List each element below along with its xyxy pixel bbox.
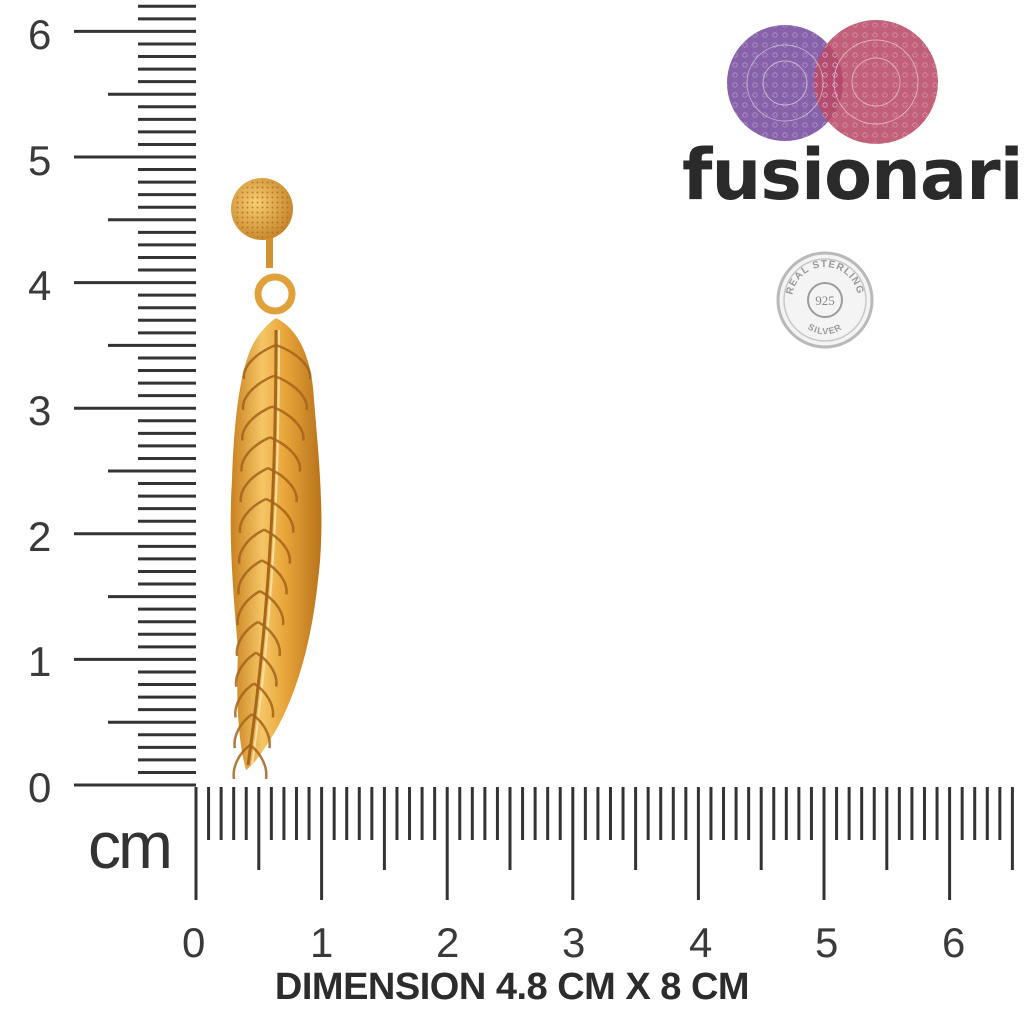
- vertical-tick-label: 4: [28, 262, 52, 309]
- feather-barb: [232, 743, 251, 780]
- horizontal-tick-label: 5: [815, 919, 839, 966]
- feather-barb: [237, 559, 263, 595]
- svg-text:SILVER: SILVER: [806, 322, 844, 337]
- feather-barb: [241, 405, 273, 441]
- feather-barb: [273, 374, 308, 410]
- horizontal-tick-label: 2: [436, 919, 460, 966]
- horizontal-tick-label: 4: [689, 919, 713, 966]
- feather-barb: [241, 374, 275, 410]
- feather-barb: [234, 682, 255, 718]
- feather-barb: [240, 436, 271, 472]
- feather-barb: [239, 466, 269, 503]
- vertical-tick-label: 1: [28, 638, 52, 685]
- feather-barb: [275, 343, 312, 380]
- badge-center-text: 925: [815, 293, 835, 308]
- feather-barb: [233, 713, 253, 749]
- feather-barb: [261, 559, 288, 595]
- vertical-tick-label: 2: [28, 513, 52, 560]
- feather-barb: [269, 436, 302, 472]
- feather-barb: [242, 343, 277, 380]
- horizontal-tick-label: 1: [310, 919, 334, 966]
- feather-barb: [259, 590, 285, 626]
- feather-barb: [271, 405, 305, 441]
- vertical-tick-label: 5: [28, 137, 52, 184]
- feather-barb: [236, 590, 261, 626]
- feather-barb: [237, 528, 265, 564]
- feather-barb: [253, 682, 275, 718]
- feather-barb: [238, 497, 267, 534]
- horizontal-tick-label: 6: [942, 919, 966, 966]
- badge-bottom-text: SILVER: [806, 322, 843, 337]
- vertical-tick-label: 3: [28, 387, 52, 434]
- feather-pendant: [230, 318, 322, 770]
- dimension-caption: DIMENSION 4.8 CM X 8 CM: [274, 966, 750, 1008]
- feather-barb: [251, 713, 271, 749]
- brand-name: fusionari: [682, 134, 1024, 216]
- vertical-tick-label: 0: [28, 764, 52, 811]
- feather-barb: [234, 651, 257, 687]
- feather-barb: [257, 620, 282, 657]
- feather-barb: [265, 497, 295, 534]
- horizontal-tick-label: 3: [562, 919, 586, 966]
- earring-jump-ring: [254, 273, 296, 315]
- feather-barb: [255, 651, 278, 687]
- feather-barb: [249, 743, 268, 780]
- unit-label: cm: [88, 808, 173, 882]
- feather-barb: [235, 620, 259, 657]
- horizontal-tick-label: 0: [182, 919, 206, 966]
- feather-barb: [267, 466, 298, 503]
- vertical-tick-label: 6: [28, 11, 52, 58]
- feather-barb: [263, 528, 292, 564]
